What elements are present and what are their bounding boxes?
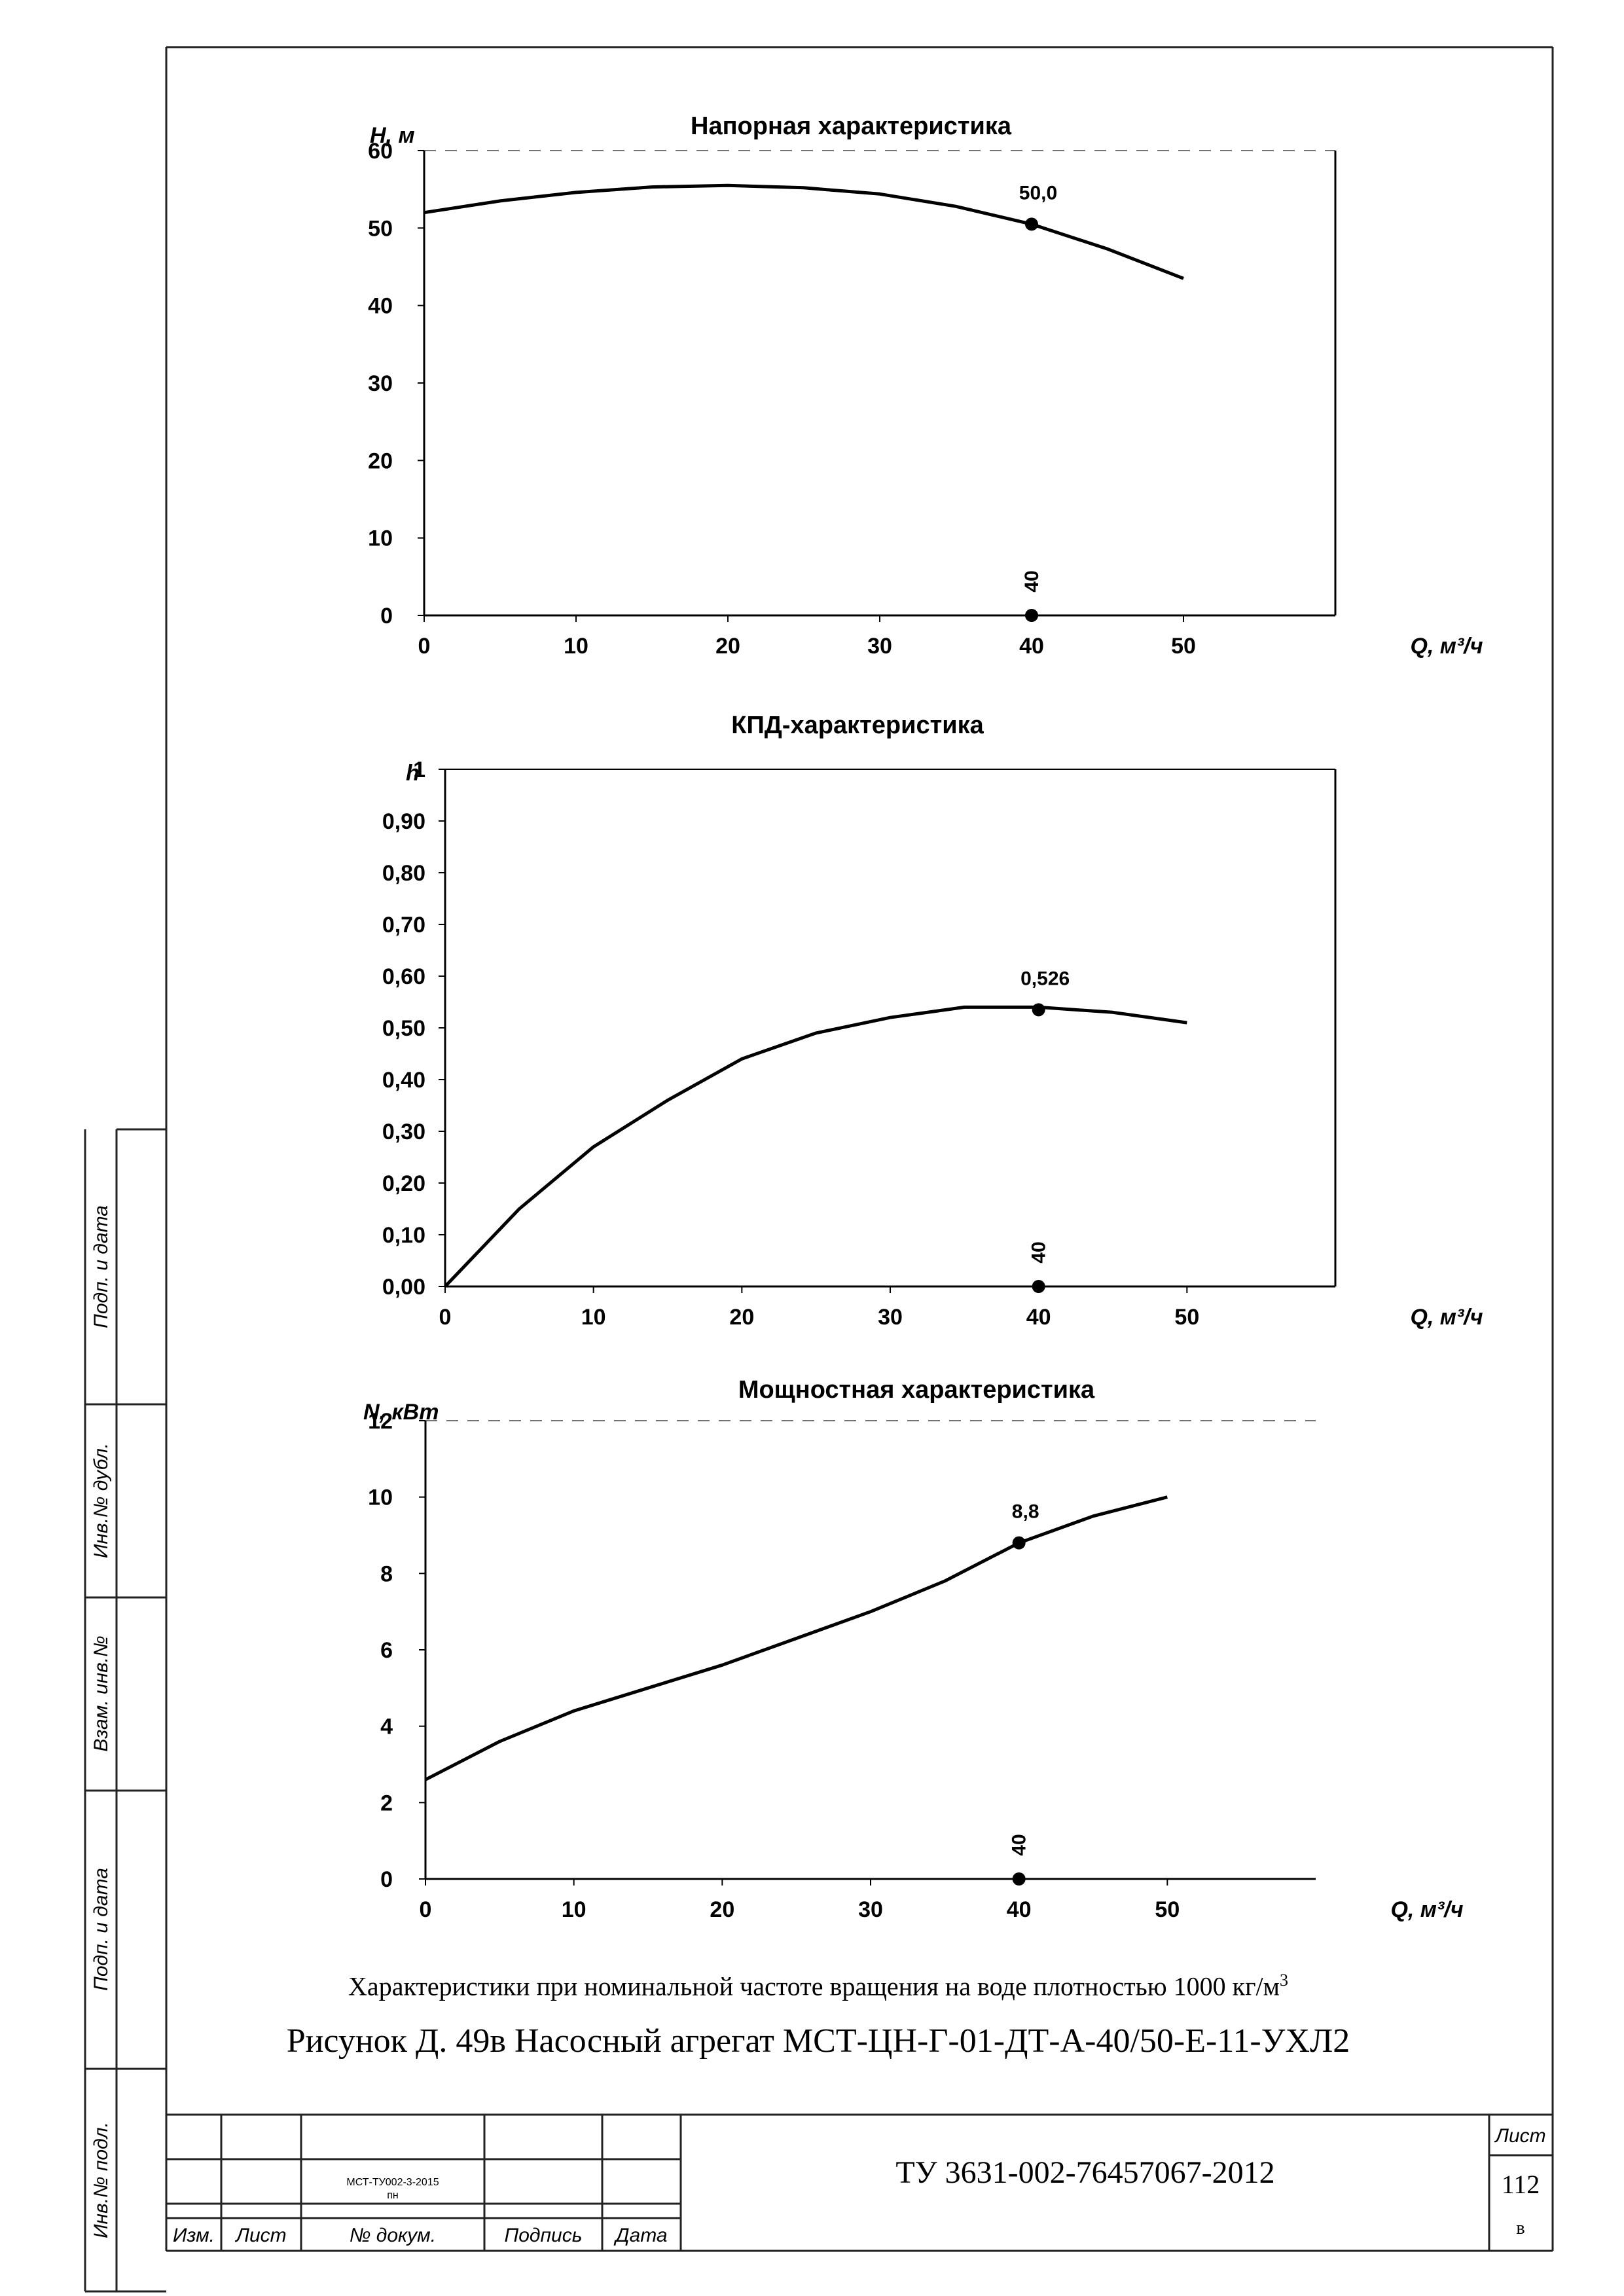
header-change: Изм. xyxy=(173,2225,215,2246)
conditions-caption: Характеристики при номинальной частоте в… xyxy=(131,1971,1506,2001)
head-y-tick-label: 20 xyxy=(368,448,393,473)
power-curve xyxy=(424,1495,1168,1781)
efficiency-operating-point-label: 0,526 xyxy=(1020,968,1070,989)
head-operating-point-label: 50,0 xyxy=(1019,182,1057,204)
stamp-original-inventory: Инв.№ подл. xyxy=(90,2122,112,2238)
efficiency-chart: КПД-характеристика 0 10 20 30 40 50 Q, м³/ч 0,00… xyxy=(382,712,1483,1330)
document-reference-note: пн xyxy=(387,2190,399,2201)
head-axis-marker xyxy=(1025,609,1038,622)
efficiency-y-tick-label: 0,30 xyxy=(382,1120,425,1144)
header-sheet: Лист xyxy=(234,2225,286,2246)
head-y-tick-label: 50 xyxy=(368,216,393,241)
efficiency-y-tick-label: 0,80 xyxy=(382,861,425,886)
power-x-tick-label: 0 xyxy=(420,1897,432,1922)
stamp-signature-date-2: Подп. и дата xyxy=(90,1868,112,1991)
header-document-number: № докум. xyxy=(350,2225,436,2246)
header-date: Дата xyxy=(613,2225,667,2246)
head-x-tick-label: 10 xyxy=(564,634,588,659)
efficiency-y-tick-label: 0,70 xyxy=(382,913,425,938)
head-chart: Напорная характеристика 0 10 20 30 40 50 Q, м³/… xyxy=(368,113,1483,659)
efficiency-axis-marker xyxy=(1032,1280,1045,1293)
head-y-axis-label: H, м xyxy=(370,123,415,148)
efficiency-y-tick-label: 1 xyxy=(413,757,425,782)
efficiency-operating-point xyxy=(1032,1003,1045,1017)
head-y-tick-label: 60 xyxy=(368,139,393,164)
power-x-tick-label: 20 xyxy=(710,1897,734,1922)
power-x-tick-label: 40 xyxy=(1007,1897,1032,1922)
left-stamp-column: Подп. и дата Инв.№ дубл. Взам. инв.№ Под… xyxy=(84,1128,166,2293)
sheet-suffix: в xyxy=(1516,2218,1525,2238)
power-y-tick-label: 2 xyxy=(380,1791,393,1815)
head-curve xyxy=(424,183,1184,280)
figure-caption: Рисунок Д. 49в Насосный агрегат МСТ-ЦН-Г… xyxy=(286,2022,1350,2060)
efficiency-y-axis-label: h xyxy=(406,761,420,786)
efficiency-x-tick-label: 20 xyxy=(729,1305,754,1330)
efficiency-x-axis-label: Q, м³/ч xyxy=(1410,1305,1483,1330)
stamp-duplicate-inventory: Инв.№ дубл. xyxy=(90,1443,112,1558)
power-y-tick-label: 4 xyxy=(380,1715,393,1740)
power-y-tick-label: 12 xyxy=(368,1409,393,1434)
head-y-tick-label: 40 xyxy=(368,294,393,319)
power-y-tick-label: 8 xyxy=(380,1561,393,1586)
efficiency-y-tick-label: 0,00 xyxy=(382,1275,425,1300)
efficiency-y-tick-label: 0,10 xyxy=(382,1223,425,1248)
efficiency-y-tick-label: 0,90 xyxy=(382,809,425,834)
conditions-caption-superscript: 3 xyxy=(1279,1971,1288,1990)
head-operating-point xyxy=(1025,217,1038,231)
efficiency-chart-title: КПД-характеристика xyxy=(731,712,984,739)
power-y-tick-label: 6 xyxy=(380,1638,393,1663)
sheet-label: Лист xyxy=(1494,2125,1545,2147)
efficiency-y-tick-label: 0,40 xyxy=(382,1068,425,1093)
power-operating-point xyxy=(1012,1536,1026,1550)
conditions-caption-text: Характеристики при номинальной частоте в… xyxy=(348,1971,1280,2001)
efficiency-x-tick-label: 10 xyxy=(581,1305,606,1330)
head-axis-marker-label: 40 xyxy=(1021,570,1043,592)
head-x-tick-label: 20 xyxy=(715,634,740,659)
head-x-axis-label: Q, м³/ч xyxy=(1410,634,1483,659)
stamp-signature-date-1: Подп. и дата xyxy=(90,1205,112,1328)
power-axis-marker xyxy=(1012,1872,1026,1886)
power-y-tick-label: 0 xyxy=(380,1867,393,1892)
efficiency-y-tick-label: 0,20 xyxy=(382,1171,425,1196)
head-x-tick-label: 50 xyxy=(1171,634,1196,659)
title-block: Изм. Лист № докум. Подпись Дата МСТ-ТУ00… xyxy=(166,2113,1553,2252)
power-x-tick-label: 50 xyxy=(1155,1897,1180,1922)
efficiency-y-tick-label: 0,50 xyxy=(382,1016,425,1041)
stamp-replaced-inventory: Взам. инв.№ xyxy=(90,1635,112,1751)
efficiency-x-tick-label: 30 xyxy=(878,1305,903,1330)
power-y-axis-label: N, кВт xyxy=(363,1400,439,1425)
header-signature: Подпись xyxy=(505,2225,583,2246)
efficiency-curve xyxy=(444,1005,1187,1288)
power-y-tick-label: 10 xyxy=(368,1485,393,1510)
head-x-tick-label: 40 xyxy=(1019,634,1044,659)
head-y-tick-label: 30 xyxy=(368,371,393,396)
power-x-tick-label: 10 xyxy=(562,1897,586,1922)
power-x-axis-label: Q, м³/ч xyxy=(1390,1897,1463,1922)
head-chart-title: Напорная характеристика xyxy=(691,113,1012,140)
document-designation: ТУ 3631-002-76457067-2012 xyxy=(895,2155,1274,2190)
document-reference: МСТ-ТУ002-3-2015 xyxy=(346,2177,439,2188)
head-x-tick-label: 0 xyxy=(418,634,431,659)
efficiency-axis-marker-label: 40 xyxy=(1028,1241,1050,1263)
efficiency-x-tick-label: 0 xyxy=(439,1305,452,1330)
head-y-tick-label: 0 xyxy=(380,604,393,629)
head-x-tick-label: 30 xyxy=(867,634,892,659)
head-y-tick-label: 10 xyxy=(368,526,393,551)
efficiency-y-tick-label: 0,60 xyxy=(382,964,425,989)
efficiency-x-tick-label: 50 xyxy=(1174,1305,1199,1330)
power-chart-title: Мощностная характеристика xyxy=(738,1376,1095,1404)
power-axis-marker-label: 40 xyxy=(1009,1834,1030,1855)
power-operating-point-label: 8,8 xyxy=(1012,1501,1039,1523)
sheet-number: 112 xyxy=(1502,2170,1540,2199)
page-frame xyxy=(165,46,1554,2251)
power-x-tick-label: 30 xyxy=(858,1897,883,1922)
efficiency-x-tick-label: 40 xyxy=(1026,1305,1051,1330)
